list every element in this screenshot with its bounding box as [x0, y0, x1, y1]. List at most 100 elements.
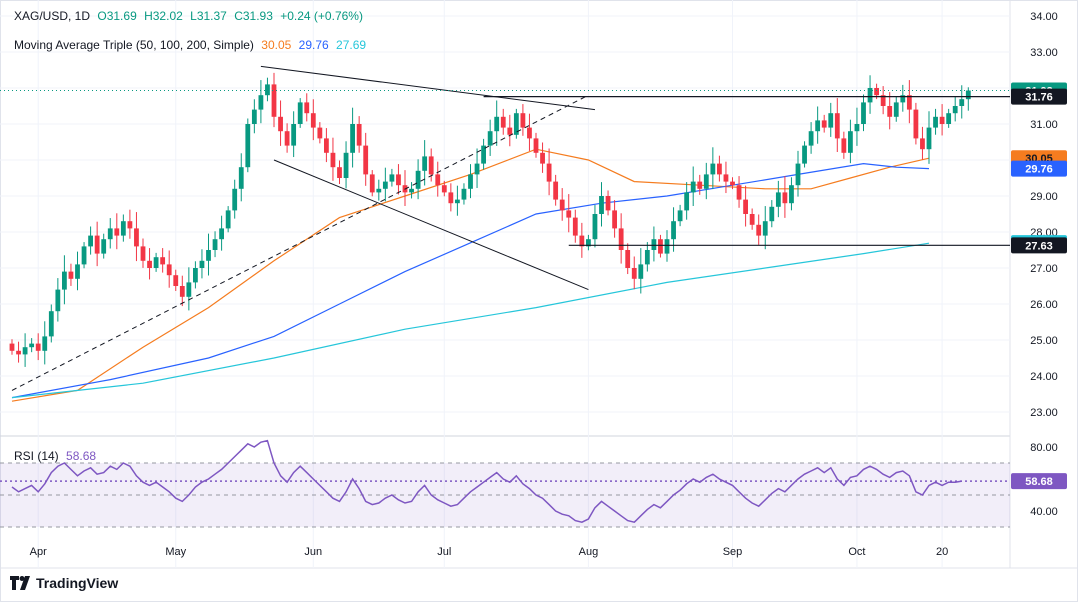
tradingview-logo[interactable]: TradingView	[10, 575, 118, 591]
candle-body	[127, 221, 133, 229]
candle-body	[179, 286, 185, 297]
candle-body	[29, 343, 35, 348]
candle-body	[455, 199, 460, 204]
candle-body	[173, 275, 179, 286]
price-tick-label: 26.00	[1030, 299, 1058, 311]
candle-body	[55, 289, 61, 312]
ma-line-ma100	[11, 162, 930, 399]
candle-body	[500, 116, 506, 128]
ohlc-high: H32.02	[144, 9, 183, 23]
candle-body	[350, 124, 355, 153]
rsi-badge-label: 58.68	[1025, 476, 1053, 488]
trendline-support-downtrend[interactable]	[273, 159, 589, 291]
time-tick-label: Oct	[848, 546, 865, 558]
candle-body	[474, 163, 480, 175]
candle-body	[769, 206, 775, 222]
price-tick-label: 24.00	[1030, 371, 1058, 383]
candle-body	[690, 181, 696, 193]
tradingview-logo-icon	[10, 576, 30, 590]
candle-body	[664, 239, 670, 254]
price-badge-label: 29.76	[1025, 164, 1053, 176]
ohlc-low: L31.37	[190, 9, 227, 23]
candle-body	[638, 264, 644, 279]
candle-body	[310, 113, 316, 128]
candle-body	[16, 350, 21, 355]
rsi-tick-label: 80.00	[1030, 442, 1058, 454]
candle-body	[841, 138, 847, 153]
symbol-name[interactable]: XAG/USD, 1D	[14, 9, 91, 23]
candle-body	[107, 228, 113, 240]
rsi-axis[interactable]: 40.00 80.00 58.68	[1011, 442, 1067, 518]
candle-body	[81, 246, 87, 265]
ma200-value: 27.69	[336, 38, 367, 52]
candle-body	[887, 106, 893, 117]
candle-body	[396, 174, 401, 186]
candle-body	[743, 199, 748, 214]
rsi-line	[11, 439, 962, 524]
candle-body	[893, 102, 899, 117]
candle-body	[9, 343, 15, 351]
candle-body	[160, 257, 166, 265]
candle-body	[939, 116, 945, 124]
candle-body	[428, 156, 434, 175]
candle-body	[324, 138, 329, 153]
candle-body	[697, 181, 703, 189]
candle-body	[717, 163, 722, 175]
candle-body	[723, 174, 729, 182]
candle-body	[114, 228, 120, 236]
candle-body	[422, 156, 428, 171]
price-badge	[1011, 88, 1067, 105]
candle-body	[815, 120, 821, 132]
candle-body	[35, 343, 41, 351]
rsi-tick-label: 40.00	[1030, 506, 1058, 518]
candle-body	[762, 221, 768, 236]
candle-body	[468, 174, 473, 189]
trendline-resistance-downtrend[interactable]	[260, 65, 596, 111]
candle-body	[363, 145, 369, 175]
candle-body	[153, 257, 159, 268]
ma100-value: 29.76	[298, 38, 329, 52]
candle-body	[317, 127, 323, 139]
candle-body	[448, 192, 454, 204]
candle-body	[68, 271, 74, 279]
price-tick-label: 25.00	[1030, 335, 1058, 347]
candle-body	[789, 185, 794, 204]
ma-line-ma200	[11, 242, 930, 399]
candle-body	[62, 271, 67, 290]
time-tick-label: Aug	[579, 546, 599, 558]
candle-body	[861, 102, 866, 124]
candle-body	[906, 95, 912, 110]
candle-body	[612, 210, 617, 229]
candle-body	[566, 210, 572, 218]
price-tick-label: 34.00	[1030, 11, 1058, 23]
time-axis[interactable]: Apr May Jun Jul Aug Sep Oct 20	[30, 546, 949, 558]
ma-indicator-name[interactable]: Moving Average Triple (50, 100, 200, Sim…	[14, 38, 254, 52]
candle-body	[284, 131, 290, 146]
candle-body	[756, 224, 762, 236]
ma50-value: 30.05	[261, 38, 292, 52]
candle-body	[147, 260, 152, 268]
rsi-legend: RSI (14) 58.68	[14, 449, 100, 463]
candle-body	[409, 188, 414, 193]
candle-body	[965, 90, 971, 100]
candle-body	[802, 145, 807, 164]
candle-body	[507, 127, 513, 135]
candle-body	[513, 113, 519, 135]
candle-body	[880, 95, 886, 106]
candle-body	[808, 131, 814, 146]
candle-body	[435, 174, 441, 186]
candle-body	[658, 239, 663, 254]
candle-body	[225, 210, 231, 229]
rsi-indicator-name[interactable]: RSI (14)	[14, 449, 59, 463]
candle-body	[212, 239, 218, 250]
candle-body	[834, 113, 840, 139]
candle-body	[933, 116, 938, 128]
candle-body	[48, 311, 54, 337]
price-axis[interactable]: 23.0024.0025.0026.0027.0028.0029.0030.00…	[1030, 11, 1058, 419]
candle-body	[356, 124, 362, 146]
main-gridlines	[0, 0, 1010, 568]
time-tick-label: 20	[936, 546, 948, 558]
candle-body	[382, 181, 388, 189]
